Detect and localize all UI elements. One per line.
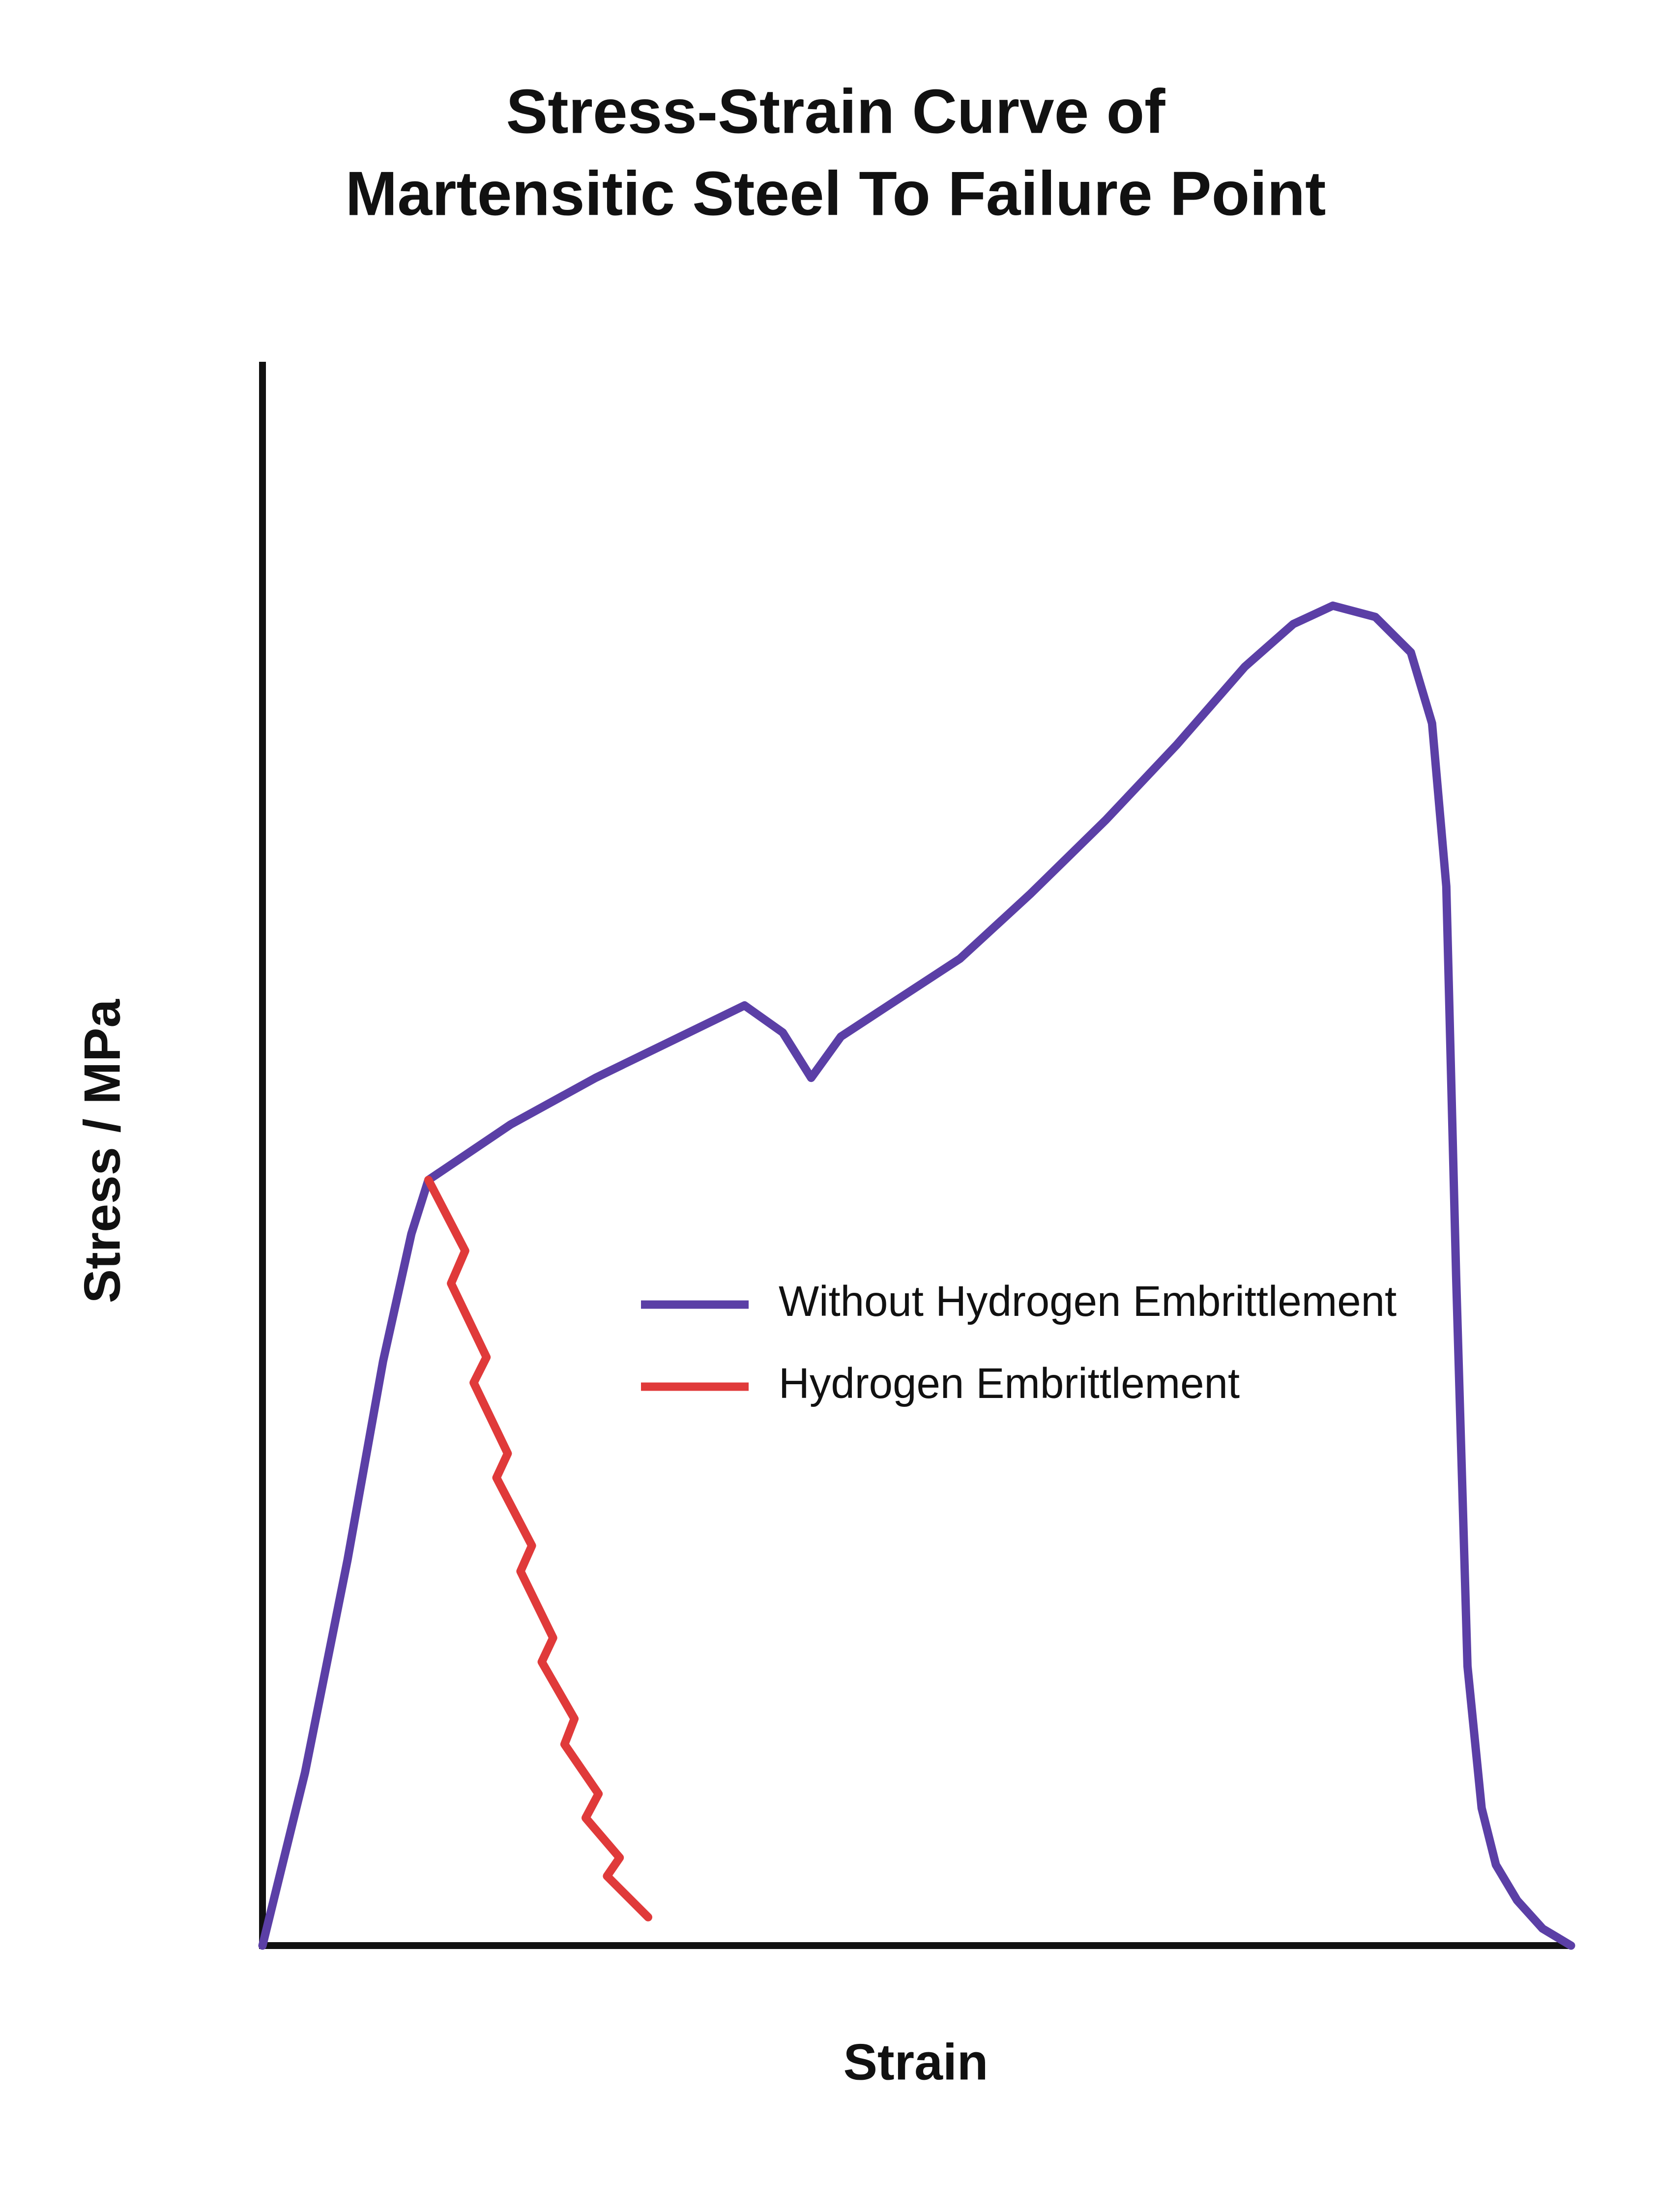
data-line xyxy=(424,1176,652,1921)
chart-title: Martensitic Steel To Failure Point xyxy=(346,159,1326,229)
x-axis-label: Strain xyxy=(844,2034,989,2091)
chart-title: Stress-Strain Curve of xyxy=(506,77,1166,146)
legend-text: Without Hydrogen Embrittlement xyxy=(779,1278,1397,1325)
y-axis-label: Stress / MPa xyxy=(74,999,131,1304)
legend-text: Hydrogen Embrittlement xyxy=(779,1360,1240,1407)
